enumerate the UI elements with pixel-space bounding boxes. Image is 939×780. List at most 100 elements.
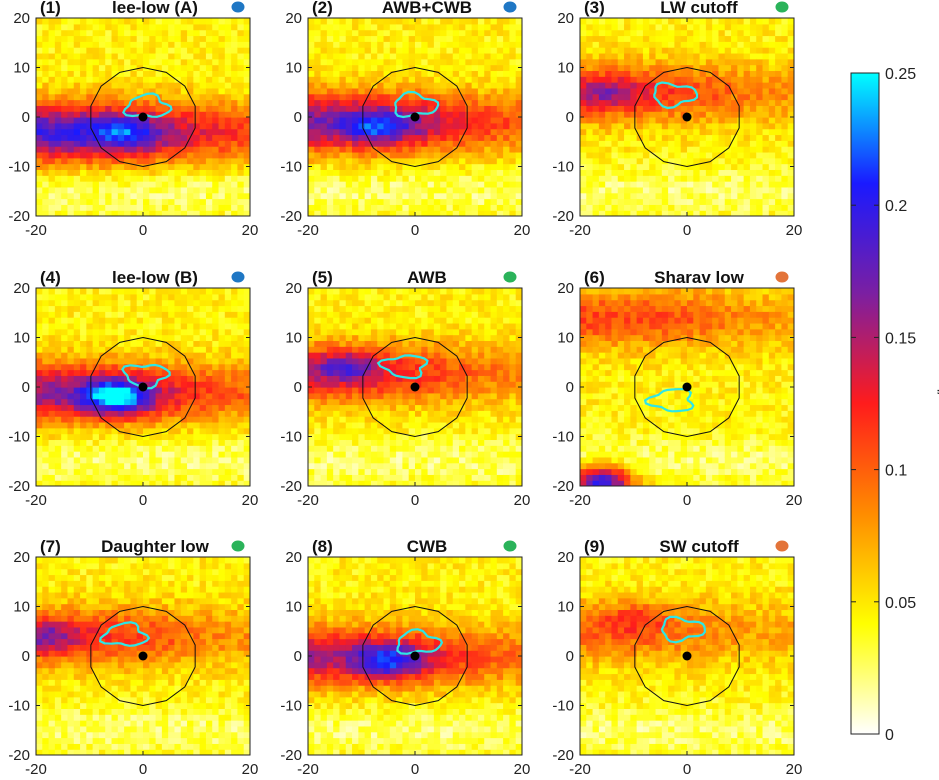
y-tick-label: 20 xyxy=(285,549,302,566)
x-tick-label: 0 xyxy=(683,761,691,778)
contour-line xyxy=(99,621,151,647)
colorbar-label: mm/h xyxy=(936,384,939,424)
category-dot xyxy=(231,540,245,552)
y-tick-label: -20 xyxy=(552,478,574,495)
y-tick-label: -10 xyxy=(280,698,302,715)
heatmap-field xyxy=(308,288,522,486)
heatmap-field xyxy=(580,18,794,216)
contour-line xyxy=(394,90,440,119)
panel-title: Sharav low xyxy=(654,268,745,287)
center-point xyxy=(682,651,692,661)
panel-number: (7) xyxy=(40,537,61,556)
y-tick-label: 0 xyxy=(294,109,302,126)
y-tick-label: 20 xyxy=(13,10,30,27)
y-tick-label: -20 xyxy=(552,747,574,764)
x-tick-label: -20 xyxy=(25,492,47,509)
y-tick-label: -10 xyxy=(280,159,302,176)
panel-title: AWB+CWB xyxy=(382,0,472,17)
y-tick-label: 10 xyxy=(557,599,574,616)
panel-7: -20 0 20 -20 -10 0 10 20 (7) Daughter low xyxy=(8,537,258,778)
panel-number: (9) xyxy=(584,537,605,556)
contour-line xyxy=(376,354,429,380)
x-tick-label: 20 xyxy=(786,761,803,778)
x-tick-label: 0 xyxy=(139,222,147,239)
heatmap-field xyxy=(36,557,250,755)
panel-8: -20 0 20 -20 -10 0 10 20 (8) CWB xyxy=(280,537,530,778)
y-tick-label: 0 xyxy=(294,379,302,396)
x-tick-label: -20 xyxy=(297,761,319,778)
panel-number: (3) xyxy=(584,0,605,17)
x-tick-label: 0 xyxy=(683,222,691,239)
radius-circle xyxy=(634,336,740,438)
x-tick-label: -20 xyxy=(297,492,319,509)
x-tick-label: 20 xyxy=(242,222,259,239)
contour-line xyxy=(121,363,171,390)
panel-number: (8) xyxy=(312,537,333,556)
y-tick-label: 10 xyxy=(13,330,30,347)
contour-line xyxy=(653,81,699,110)
colorbar: 0 0.05 0.1 0.15 0.2 0.25 mm/h xyxy=(850,66,939,744)
radius-circle xyxy=(362,66,468,168)
panel-5: -20 0 20 -20 -10 0 10 20 (5) AWB xyxy=(280,268,530,509)
y-tick-label: 10 xyxy=(13,60,30,77)
panel-1: -20 0 20 -20 -10 0 10 20 (1) lee-low (A) xyxy=(8,0,258,239)
x-tick-label: 0 xyxy=(411,222,419,239)
x-tick-label: -20 xyxy=(25,761,47,778)
y-tick-label: 0 xyxy=(22,379,30,396)
y-tick-label: -10 xyxy=(280,429,302,446)
panel-title: AWB xyxy=(407,268,447,287)
y-tick-label: -20 xyxy=(280,208,302,225)
y-tick-label: 20 xyxy=(557,549,574,566)
center-point xyxy=(682,112,692,122)
y-tick-label: -10 xyxy=(552,698,574,715)
x-tick-label: 20 xyxy=(514,222,531,239)
panel-number: (5) xyxy=(312,268,333,287)
panel-title: CWB xyxy=(407,537,448,556)
x-tick-label: -20 xyxy=(25,222,47,239)
heatmap-field xyxy=(580,288,794,486)
radius-circle xyxy=(90,605,196,707)
panel-title: SW cutoff xyxy=(659,537,739,556)
panel-title: lee-low (B) xyxy=(112,268,198,287)
center-point xyxy=(138,112,148,122)
radius-circle xyxy=(634,605,740,707)
y-tick-label: -20 xyxy=(280,747,302,764)
center-point xyxy=(410,382,420,392)
panel-number: (6) xyxy=(584,268,605,287)
x-tick-label: -20 xyxy=(569,222,591,239)
y-tick-label: 20 xyxy=(13,549,30,566)
y-tick-label: 0 xyxy=(294,648,302,665)
y-tick-label: -10 xyxy=(8,159,30,176)
x-tick-label: 20 xyxy=(242,761,259,778)
y-tick-label: -10 xyxy=(552,429,574,446)
panel-title: lee-low (A) xyxy=(112,0,198,17)
y-tick-label: 10 xyxy=(13,599,30,616)
y-tick-label: 10 xyxy=(285,330,302,347)
colorbar-tick-label: 0.25 xyxy=(885,66,916,83)
x-tick-label: 0 xyxy=(411,492,419,509)
panel-4: -20 0 20 -20 -10 0 10 20 (4) lee-low (B) xyxy=(8,268,258,509)
x-tick-label: 20 xyxy=(786,222,803,239)
category-dot xyxy=(775,540,789,552)
y-tick-label: 20 xyxy=(557,280,574,297)
x-tick-label: -20 xyxy=(569,492,591,509)
y-tick-label: 20 xyxy=(285,10,302,27)
colorbar-tick-label: 0.2 xyxy=(885,198,907,215)
y-tick-label: -20 xyxy=(8,208,30,225)
x-tick-label: -20 xyxy=(569,761,591,778)
y-tick-label: 0 xyxy=(566,109,574,126)
x-tick-label: -20 xyxy=(297,222,319,239)
center-point xyxy=(138,382,148,392)
colorbar-tick-label: 0 xyxy=(885,727,894,744)
x-tick-label: 0 xyxy=(683,492,691,509)
radius-circle xyxy=(362,336,468,438)
y-tick-label: 20 xyxy=(557,10,574,27)
y-tick-label: -20 xyxy=(552,208,574,225)
contour-line xyxy=(122,92,173,118)
center-point xyxy=(138,651,148,661)
panel-9: -20 0 20 -20 -10 0 10 20 (9) SW cutoff xyxy=(552,537,802,778)
y-tick-label: -20 xyxy=(280,478,302,495)
panel-title: Daughter low xyxy=(101,537,209,556)
panel-number: (4) xyxy=(40,268,61,287)
heatmap-field xyxy=(580,557,794,755)
